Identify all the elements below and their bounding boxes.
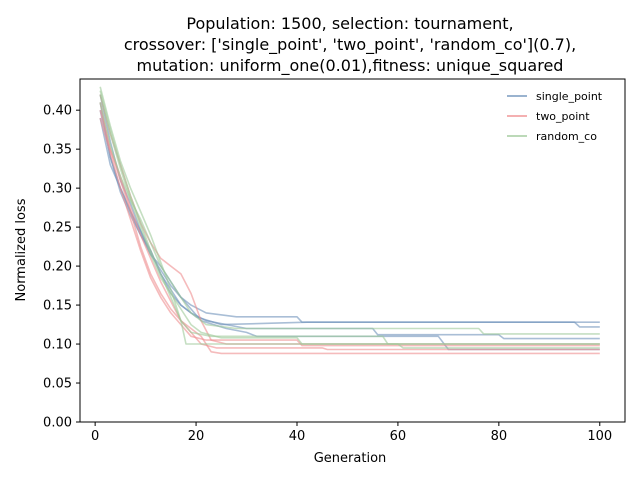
series-line-random_co-8 <box>99 86 600 345</box>
legend-label-random_co: random_co <box>536 130 597 143</box>
series-line-random_co-9 <box>99 94 600 335</box>
x-tick-label: 20 <box>188 429 205 444</box>
x-tick-label: 0 <box>91 429 99 444</box>
y-tick-label: 0.20 <box>43 260 72 275</box>
series-line-random_co-11 <box>99 102 600 349</box>
y-tick-label: 0.00 <box>43 416 72 431</box>
y-tick-label: 0.15 <box>43 299 72 314</box>
legend-label-single_point: single_point <box>536 90 603 103</box>
y-axis-label: Normalized loss <box>14 198 29 301</box>
y-axis-ticks: 0.00 0.05 0.10 0.15 0.20 0.25 0.30 0.35 0.40 <box>43 104 80 431</box>
x-axis-label: Generation <box>314 451 387 466</box>
chart-title: Population: 1500, selection: tournament,… <box>124 14 576 76</box>
legend-label-two_point: two_point <box>536 110 590 123</box>
x-axis-ticks: 0 20 40 60 80 100 <box>91 422 612 444</box>
x-tick-label: 60 <box>390 429 407 444</box>
series-line-two_point-4 <box>99 109 600 355</box>
y-tick-label: 0.10 <box>43 338 72 353</box>
y-tick-label: 0.25 <box>43 221 72 236</box>
chart-title-line-1: Population: 1500, selection: tournament, <box>186 14 513 33</box>
y-tick-label: 0.05 <box>43 377 72 392</box>
y-tick-label: 0.35 <box>43 143 72 158</box>
y-tick-label: 0.30 <box>43 182 72 197</box>
x-tick-label: 40 <box>289 429 306 444</box>
series-lines <box>99 86 600 355</box>
series-line-two_point-7 <box>99 117 600 347</box>
series-line-two_point-6 <box>99 102 600 351</box>
chart-title-line-2: crossover: ['single_point', 'two_point',… <box>124 35 576 55</box>
series-line-single_point-3 <box>99 110 600 340</box>
chart-title-line-3: mutation: uniform_one(0.01),fitness: uni… <box>137 56 564 76</box>
y-tick-label: 0.40 <box>43 104 72 119</box>
x-tick-label: 100 <box>587 429 612 444</box>
plot-frame <box>79 78 626 423</box>
x-tick-label: 80 <box>491 429 508 444</box>
legend: single_point two_point random_co <box>507 90 603 143</box>
